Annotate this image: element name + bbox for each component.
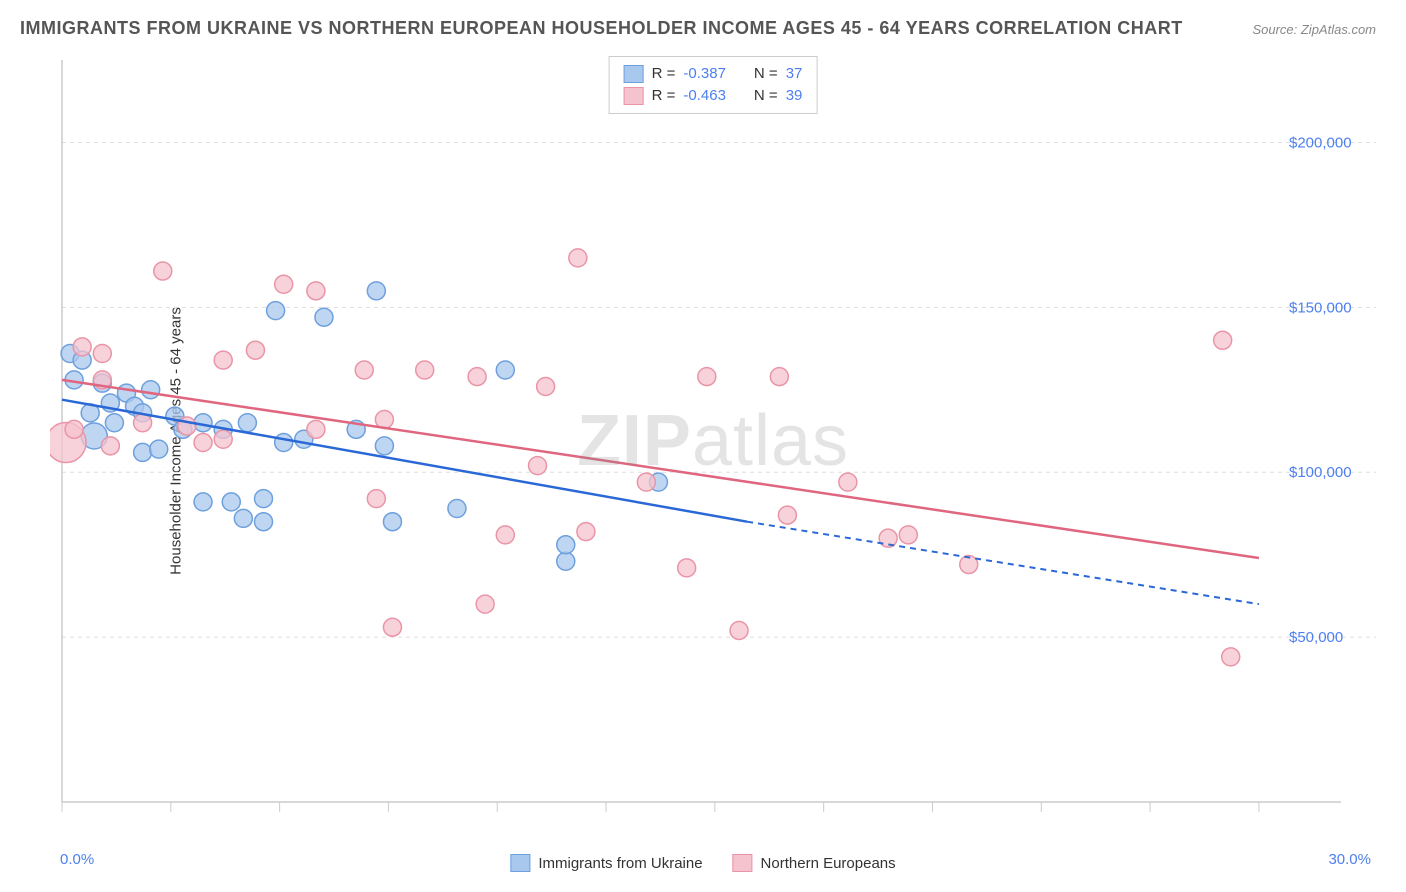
regression-lines [62,380,1259,604]
data-point [194,434,212,452]
data-point [529,457,547,475]
data-points [50,249,1240,666]
r-value: -0.463 [683,85,726,107]
data-point [255,490,273,508]
n-label: N = [754,63,778,85]
series-legend: Immigrants from Ukraine Northern European… [510,854,895,872]
data-point [678,559,696,577]
legend-swatch [733,854,753,872]
data-point [496,361,514,379]
data-point [134,443,152,461]
data-point [557,552,575,570]
data-point [246,341,264,359]
data-point [267,302,285,320]
legend-row: R = -0.387 N = 37 [624,63,803,85]
data-point [367,490,385,508]
legend-item: Northern Europeans [733,854,896,872]
y-tick-label: $150,000 [1289,299,1352,316]
plot-container: Householder Income Ages 45 - 64 years $5… [50,50,1376,832]
data-point [214,430,232,448]
data-point [355,361,373,379]
data-point [448,499,466,517]
data-point [496,526,514,544]
data-point [778,506,796,524]
data-point [105,414,123,432]
data-point [222,493,240,511]
data-point [101,437,119,455]
regression-line [62,400,747,522]
data-point [577,523,595,541]
legend-label: Immigrants from Ukraine [538,855,702,872]
data-point [416,361,434,379]
data-point [557,536,575,554]
y-tick-label: $50,000 [1289,629,1343,646]
data-point [234,509,252,527]
y-tick-label: $200,000 [1289,134,1352,151]
data-point [1214,331,1232,349]
data-point [537,377,555,395]
legend-row: R = -0.463 N = 39 [624,85,803,107]
data-point [383,618,401,636]
data-point [375,437,393,455]
data-point [275,434,293,452]
data-point [879,529,897,547]
regression-line [62,380,1259,558]
data-point [134,414,152,432]
x-axis-end-label: 30.0% [1328,851,1371,868]
data-point [899,526,917,544]
data-point [476,595,494,613]
legend-swatch [624,65,644,83]
data-point [142,381,160,399]
data-point [73,338,91,356]
data-point [730,622,748,640]
r-value: -0.387 [683,63,726,85]
data-point [307,420,325,438]
n-label: N = [754,85,778,107]
y-tick-label: $100,000 [1289,464,1352,481]
n-value: 37 [786,63,803,85]
data-point [839,473,857,491]
y-tick-labels: $50,000 $100,000 $150,000 $200,000 [1289,134,1352,646]
data-point [238,414,256,432]
scatter-plot: $50,000 $100,000 $150,000 $200,000 [50,50,1376,832]
r-label: R = [652,63,676,85]
data-point [275,275,293,293]
regression-line-extrapolated [747,522,1259,604]
data-point [65,420,83,438]
data-point [154,262,172,280]
data-point [770,368,788,386]
n-value: 39 [786,85,803,107]
legend-swatch [510,854,530,872]
data-point [194,493,212,511]
data-point [367,282,385,300]
data-point [383,513,401,531]
data-point [1222,648,1240,666]
data-point [93,345,111,363]
data-point [637,473,655,491]
data-point [307,282,325,300]
gridlines [62,142,1376,637]
axes [62,60,1341,812]
data-point [569,249,587,267]
r-label: R = [652,85,676,107]
data-point [255,513,273,531]
data-point [214,351,232,369]
data-point [315,308,333,326]
x-axis-start-label: 0.0% [60,851,94,868]
legend-item: Immigrants from Ukraine [510,854,702,872]
legend-swatch [624,87,644,105]
source-attribution: Source: ZipAtlas.com [1252,22,1376,37]
data-point [698,368,716,386]
legend-label: Northern Europeans [761,855,896,872]
data-point [150,440,168,458]
data-point [468,368,486,386]
correlation-legend: R = -0.387 N = 37 R = -0.463 N = 39 [609,56,818,114]
chart-title: IMMIGRANTS FROM UKRAINE VS NORTHERN EURO… [20,18,1183,39]
